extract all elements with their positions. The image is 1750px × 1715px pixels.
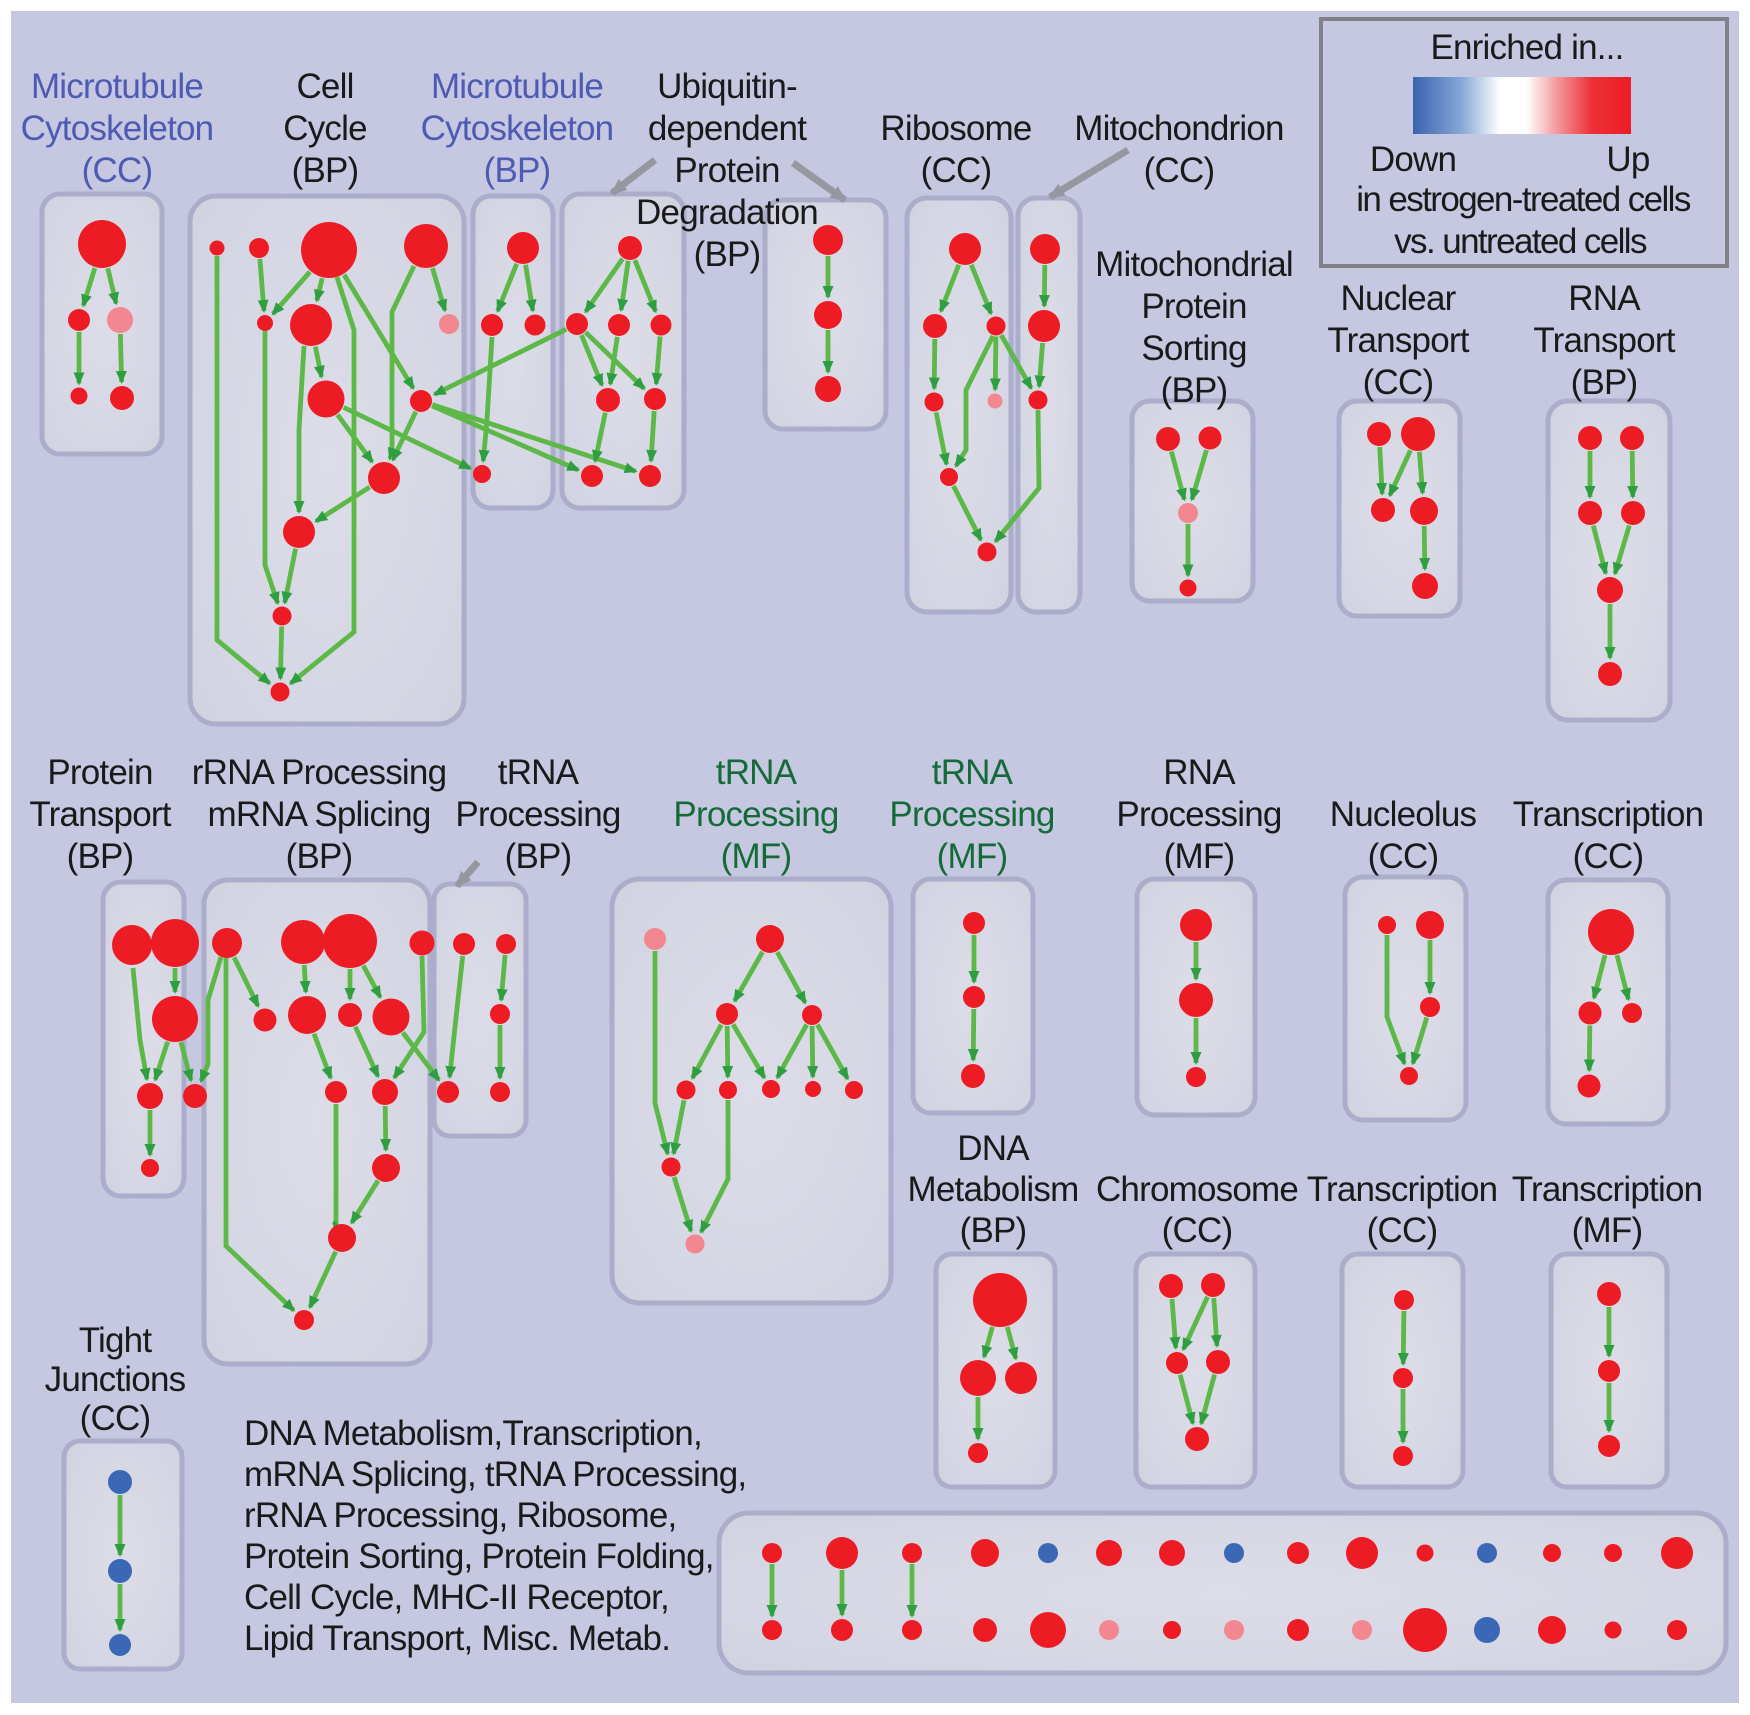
svg-text:(CC): (CC)	[1368, 837, 1439, 876]
svg-text:Lipid Transport, Misc. Metab.: Lipid Transport, Misc. Metab.	[244, 1619, 670, 1658]
svg-text:DNA: DNA	[957, 1129, 1030, 1168]
svg-text:Chromosome: Chromosome	[1096, 1170, 1298, 1209]
svg-text:Transcription: Transcription	[1512, 1170, 1703, 1209]
svg-text:(BP): (BP)	[484, 151, 551, 190]
svg-text:Up: Up	[1606, 140, 1649, 179]
svg-text:DNA Metabolism,Transcription,: DNA Metabolism,Transcription,	[244, 1414, 702, 1453]
svg-text:(BP): (BP)	[67, 837, 134, 876]
svg-text:Cycle: Cycle	[283, 109, 367, 148]
svg-text:Transport: Transport	[1533, 321, 1675, 360]
svg-text:(BP): (BP)	[292, 151, 359, 190]
svg-text:Cytoskeleton: Cytoskeleton	[21, 109, 214, 148]
svg-text:(BP): (BP)	[1161, 371, 1228, 410]
svg-text:Metabolism: Metabolism	[908, 1170, 1079, 1209]
svg-text:Nucleolus: Nucleolus	[1330, 795, 1477, 834]
svg-text:RNA: RNA	[1568, 279, 1641, 318]
svg-text:tRNA: tRNA	[932, 753, 1014, 792]
svg-text:in estrogen-treated cells: in estrogen-treated cells	[1356, 180, 1691, 219]
svg-text:Microtubule: Microtubule	[31, 67, 203, 106]
svg-text:Transport: Transport	[29, 795, 171, 834]
svg-text:Enriched in...: Enriched in...	[1430, 28, 1623, 67]
svg-text:Protein Sorting, Protein Foldi: Protein Sorting, Protein Folding,	[244, 1537, 714, 1576]
svg-text:mRNA Splicing, tRNA Processing: mRNA Splicing, tRNA Processing,	[244, 1455, 746, 1494]
svg-text:(BP): (BP)	[694, 235, 761, 274]
svg-text:Degradation: Degradation	[636, 193, 818, 232]
svg-text:(MF): (MF)	[1572, 1211, 1643, 1250]
svg-text:tRNA: tRNA	[716, 753, 798, 792]
svg-text:Microtubule: Microtubule	[431, 67, 603, 106]
svg-text:Down: Down	[1370, 140, 1456, 179]
svg-text:(MF): (MF)	[937, 837, 1008, 876]
svg-text:(BP): (BP)	[505, 837, 572, 876]
svg-text:(BP): (BP)	[1571, 363, 1638, 402]
svg-text:(CC): (CC)	[82, 151, 153, 190]
svg-text:RNA: RNA	[1163, 753, 1236, 792]
svg-text:dependent: dependent	[648, 109, 807, 148]
svg-text:vs. untreated cells: vs. untreated cells	[1394, 222, 1647, 261]
svg-text:Protein: Protein	[47, 753, 152, 792]
svg-text:Protein: Protein	[1141, 287, 1246, 326]
svg-text:Cytoskeleton: Cytoskeleton	[421, 109, 614, 148]
svg-text:(CC): (CC)	[1162, 1211, 1233, 1250]
svg-text:Ubiquitin-: Ubiquitin-	[657, 67, 797, 106]
svg-text:rRNA Processing: rRNA Processing	[192, 753, 446, 792]
svg-text:Tight: Tight	[79, 1321, 153, 1360]
svg-text:(MF): (MF)	[721, 837, 792, 876]
svg-text:Junctions: Junctions	[45, 1360, 186, 1399]
svg-text:Processing: Processing	[455, 795, 620, 834]
svg-text:Cell: Cell	[296, 67, 353, 106]
svg-text:(CC): (CC)	[1573, 837, 1644, 876]
svg-text:(BP): (BP)	[286, 837, 353, 876]
svg-text:(CC): (CC)	[1144, 151, 1215, 190]
svg-text:Nuclear: Nuclear	[1340, 279, 1456, 318]
svg-text:Processing: Processing	[673, 795, 838, 834]
svg-text:(BP): (BP)	[960, 1211, 1027, 1250]
svg-text:Mitochondrion: Mitochondrion	[1074, 109, 1283, 148]
svg-text:Transcription: Transcription	[1513, 795, 1704, 834]
svg-text:Protein: Protein	[674, 151, 779, 190]
svg-text:Mitochondrial: Mitochondrial	[1095, 245, 1293, 284]
svg-text:Ribosome: Ribosome	[880, 109, 1031, 148]
svg-text:Transcription: Transcription	[1307, 1170, 1498, 1209]
svg-text:Processing: Processing	[889, 795, 1054, 834]
svg-text:(CC): (CC)	[1363, 363, 1434, 402]
svg-text:mRNA Splicing: mRNA Splicing	[207, 795, 430, 834]
svg-text:(CC): (CC)	[80, 1399, 151, 1438]
svg-text:tRNA: tRNA	[498, 753, 580, 792]
svg-text:(CC): (CC)	[1367, 1211, 1438, 1250]
svg-text:(MF): (MF)	[1164, 837, 1235, 876]
svg-text:Cell Cycle, MHC-II Receptor,: Cell Cycle, MHC-II Receptor,	[244, 1578, 669, 1617]
svg-text:Transport: Transport	[1327, 321, 1469, 360]
svg-text:Sorting: Sorting	[1141, 329, 1246, 368]
svg-text:Processing: Processing	[1116, 795, 1281, 834]
svg-text:rRNA Processing, Ribosome,: rRNA Processing, Ribosome,	[244, 1496, 676, 1535]
svg-text:(CC): (CC)	[921, 151, 992, 190]
